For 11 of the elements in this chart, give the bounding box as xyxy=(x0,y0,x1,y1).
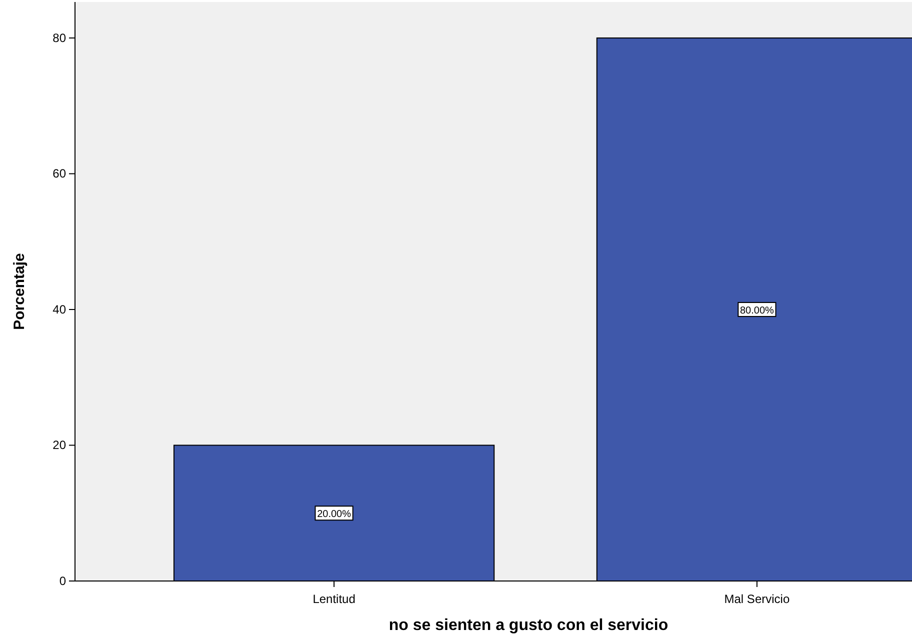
data-label: 20.00% xyxy=(317,509,352,520)
x-axis-title: no se sienten a gusto con el servicio xyxy=(388,617,668,634)
y-tick-label: 40 xyxy=(52,302,66,316)
y-tick-label: 60 xyxy=(52,166,66,181)
y-tick-label: 20 xyxy=(52,438,66,452)
x-tick-label: Mal Servicio xyxy=(724,592,790,606)
x-tick-label: Lentitud xyxy=(312,592,356,606)
data-label: 80.00% xyxy=(740,305,774,316)
y-tick-label: 80 xyxy=(52,30,66,45)
y-tick-label: 0 xyxy=(59,574,66,588)
y-axis-title: Porcentaje xyxy=(11,253,28,330)
